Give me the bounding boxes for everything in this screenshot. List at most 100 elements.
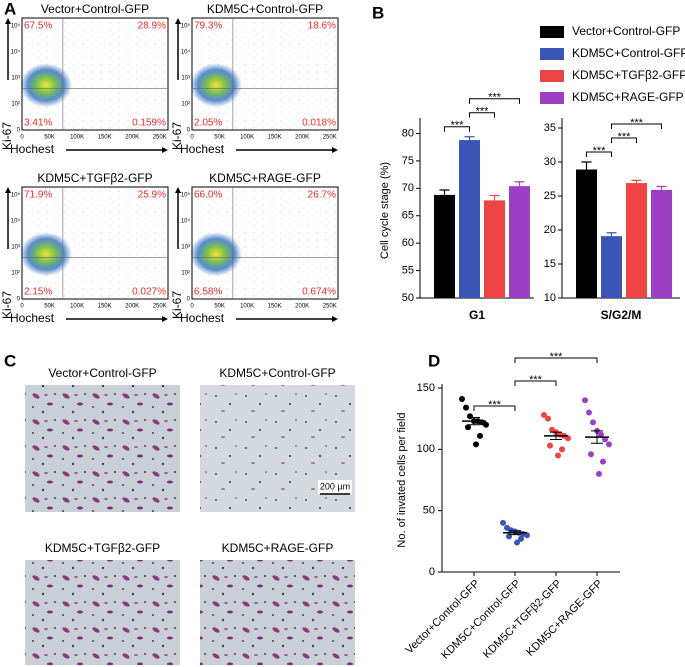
y-tick-label: 60: [402, 237, 414, 249]
x-tick-label: 100K: [70, 304, 84, 310]
error-bar: [656, 185, 667, 190]
y-tick-label: 50: [423, 505, 435, 517]
data-point: [545, 415, 551, 422]
data-point: [565, 435, 571, 442]
significance-label: ***: [488, 92, 502, 104]
data-point: [467, 413, 473, 420]
x-axis-label: Hochest: [10, 142, 55, 156]
y-axis-label: Cell cycle stage (%): [379, 162, 391, 259]
significance-bracket: [469, 98, 520, 104]
data-point: [483, 421, 489, 428]
flow-cloud: [190, 63, 242, 108]
significance-label: ***: [529, 374, 543, 386]
significance-bracket: [514, 357, 598, 363]
y-tick-label: 100: [417, 443, 435, 455]
x-tick-label: 0: [190, 304, 194, 310]
bar: [434, 194, 455, 298]
y-tick-label: 55: [402, 264, 414, 276]
data-point: [473, 441, 479, 448]
flow-title: KDM5C+TGFβ2-GFP: [37, 171, 152, 185]
bar: [601, 236, 622, 298]
legend-swatch: [540, 92, 564, 104]
x-tick-label: 200K: [125, 304, 139, 310]
y-axis-label: Ki-67: [170, 122, 184, 150]
y-tick-label: 0: [17, 297, 21, 303]
data-point: [582, 397, 588, 404]
arrow-head: [332, 316, 338, 322]
data-point: [555, 452, 561, 459]
y-tick-label: 150: [417, 382, 435, 394]
y-tick-label: 10⁴: [181, 217, 191, 224]
micrograph-title: KDM5C+Control-GFP: [219, 366, 335, 380]
data-point: [514, 539, 520, 546]
y-axis-label: No. of invated cells per field: [396, 412, 408, 547]
data-point: [541, 411, 547, 418]
data-point: [602, 436, 608, 443]
y-tick-label: 10⁴: [181, 48, 191, 55]
quadrant-value: 3.41%: [24, 118, 52, 129]
y-tick-label: 25: [544, 190, 556, 202]
y-tick-label: 10²: [11, 271, 20, 277]
y-tick-label: 20: [544, 224, 556, 236]
quadrant-value: 2.15%: [24, 287, 52, 298]
arrow-head: [175, 187, 181, 193]
data-point: [463, 404, 469, 411]
x-tick-label: 250K: [323, 304, 337, 310]
data-point: [547, 442, 553, 449]
bar: [509, 186, 530, 298]
x-tick-label: 100K: [70, 135, 84, 141]
y-tick-label: 80: [402, 127, 414, 139]
data-point: [559, 446, 565, 453]
flow-frame: [21, 186, 169, 300]
bar: [576, 169, 597, 298]
y-tick-label: 10³: [181, 75, 190, 81]
panel-label: D: [428, 351, 440, 370]
y-tick-label: 10⁵: [181, 191, 191, 198]
legend-label: KDM5C+TGFβ2-GFP: [572, 68, 685, 82]
data-point: [465, 424, 471, 431]
y-tick-label: 50: [402, 292, 414, 304]
y-tick-label: 10³: [11, 244, 20, 250]
x-tick-label: 100K: [240, 135, 254, 141]
x-tick-label: 150K: [98, 304, 112, 310]
legend-label: KDM5C+RAGE-GFP: [572, 90, 684, 104]
micrograph: [25, 560, 180, 665]
y-tick-label: 10⁴: [11, 217, 21, 224]
x-axis-label: Hochest: [10, 311, 55, 325]
quadrant-value: 25.9%: [138, 190, 166, 201]
significance-label: ***: [488, 399, 502, 411]
x-tick-label: G1: [469, 308, 485, 322]
significance-label: ***: [630, 117, 644, 129]
error-bar: [606, 232, 617, 237]
y-tick-label: 0: [429, 566, 435, 578]
y-tick-label: 0: [17, 128, 21, 134]
data-point: [477, 432, 483, 439]
error-bar: [439, 189, 450, 195]
y-tick-label: 70: [402, 182, 414, 194]
significance-label: ***: [451, 120, 465, 132]
x-tick-label: 0: [190, 135, 194, 141]
scale-bar-bg: [318, 480, 352, 494]
x-tick-label: 100K: [240, 304, 254, 310]
quadrant-value: 28.9%: [138, 21, 166, 32]
x-tick-label: 50K: [44, 304, 55, 310]
y-axis-label: Ki-67: [0, 291, 14, 319]
quadrant-value: 66.0%: [194, 190, 222, 201]
quadrant-value: 71.9%: [24, 190, 52, 201]
quadrant-value: 26.7%: [308, 190, 336, 201]
x-tick-label: 50K: [214, 304, 225, 310]
x-tick-label: 200K: [125, 135, 139, 141]
x-tick-label: Vector+Control-GFP: [403, 578, 482, 657]
sem-bar: [550, 431, 562, 441]
arrow-head: [162, 147, 168, 153]
data-point: [588, 451, 594, 458]
flow-title: KDM5C+RAGE-GFP: [209, 171, 321, 185]
y-tick-label: 10²: [181, 102, 190, 108]
data-point: [606, 441, 612, 448]
error-bar: [581, 161, 592, 170]
error-bar: [631, 179, 642, 184]
micrograph: [200, 560, 355, 665]
bar: [651, 189, 672, 298]
data-point: [590, 419, 596, 426]
x-tick-label: 50K: [214, 135, 225, 141]
